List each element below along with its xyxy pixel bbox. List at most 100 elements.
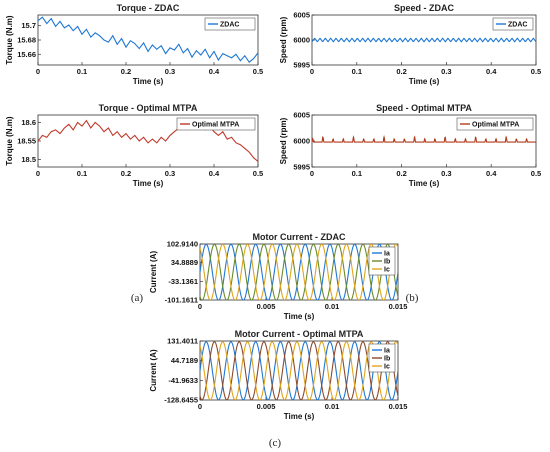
series-line-optimal-mtpa bbox=[312, 134, 536, 143]
legend-box bbox=[492, 17, 534, 31]
legend-label: ZDAC bbox=[220, 22, 239, 29]
x-tick-label: 0.5 bbox=[531, 67, 541, 76]
legend-label: Ic bbox=[384, 267, 390, 274]
y-tick-label: 44.7189 bbox=[171, 356, 198, 365]
legend-label: Optimal MTPA bbox=[192, 122, 239, 129]
x-tick-label: 0.3 bbox=[441, 67, 451, 76]
legend: ZDAC bbox=[204, 17, 256, 31]
y-tick-label: -41.9633 bbox=[168, 376, 198, 385]
x-axis-label: Time (s) bbox=[133, 179, 164, 188]
y-tick-label: 5995 bbox=[293, 163, 310, 172]
x-tick-label: 0.5 bbox=[253, 67, 263, 76]
chart-speed-zdac: Speed - ZDAC 0 0.1 0.2 0.3 0.4 0.5 Time (s) 5995… bbox=[279, 3, 541, 86]
x-tick-label: 0 bbox=[36, 67, 40, 76]
legend: Optimal MTPA bbox=[456, 117, 534, 131]
chart-title: Torque - Optimal MTPA bbox=[99, 103, 198, 113]
x-tick-label: 0.2 bbox=[121, 169, 131, 178]
y-axis-label: Speed (rpm) bbox=[279, 16, 288, 63]
chart-torque-mtpa: Torque - Optimal MTPA 0 0.1 0.2 0.3 0.4 0.5 Tim… bbox=[5, 103, 263, 188]
x-axis-label: Time (s) bbox=[409, 77, 440, 86]
y-axis-label: Speed (rpm) bbox=[279, 117, 288, 164]
x-tick-label: 0.2 bbox=[121, 67, 131, 76]
y-tick-label: 15.66 bbox=[17, 50, 36, 59]
x-tick-label: 0.4 bbox=[486, 67, 497, 76]
y-tick-label: 6000 bbox=[293, 137, 310, 146]
x-tick-label: 0.2 bbox=[396, 67, 406, 76]
x-tick-label: 0.01 bbox=[325, 402, 340, 411]
legend-label: Ia bbox=[384, 251, 390, 258]
legend-label: Ia bbox=[384, 348, 390, 355]
chart-title: Torque - ZDAC bbox=[117, 3, 180, 13]
legend-label: ZDAC bbox=[508, 22, 527, 29]
legend-label: Ib bbox=[384, 259, 390, 266]
panel-label-a: (a) bbox=[131, 292, 144, 304]
series-line-zdac bbox=[312, 37, 536, 43]
chart-current-zdac: Motor Current - ZDAC 0 0.005 0.01 0.015 Time … bbox=[149, 232, 407, 321]
x-axis-label: Time (s) bbox=[284, 312, 315, 321]
panel-label-c: (c) bbox=[269, 437, 282, 449]
y-tick-label: 18.6 bbox=[21, 118, 36, 127]
y-axis-label: Torque (N.m) bbox=[5, 15, 14, 65]
x-tick-label: 0.5 bbox=[253, 169, 263, 178]
x-tick-label: 0.1 bbox=[77, 169, 87, 178]
y-tick-label: 6005 bbox=[293, 111, 310, 120]
x-tick-label: 0.1 bbox=[352, 169, 362, 178]
x-tick-label: 0.3 bbox=[165, 67, 175, 76]
x-tick-label: 0.1 bbox=[352, 67, 362, 76]
x-axis-label: Time (s) bbox=[409, 179, 440, 188]
chart-title: Motor Current - Optimal MTPA bbox=[235, 329, 364, 339]
x-tick-label: 0.015 bbox=[389, 402, 408, 411]
y-tick-label: -33.1361 bbox=[168, 277, 198, 286]
panel-label-b: (b) bbox=[406, 292, 419, 304]
y-tick-label: 5995 bbox=[293, 61, 310, 70]
x-tick-label: 0.015 bbox=[389, 302, 408, 311]
x-tick-label: 0.005 bbox=[257, 302, 276, 311]
x-tick-label: 0.01 bbox=[325, 302, 340, 311]
series-line-ia bbox=[200, 341, 398, 400]
x-tick-label: 0.3 bbox=[441, 169, 451, 178]
x-tick-label: 0 bbox=[310, 169, 314, 178]
series-line-zdac bbox=[38, 16, 258, 63]
y-tick-label: 15.68 bbox=[17, 36, 36, 45]
x-tick-label: 0.4 bbox=[209, 67, 220, 76]
y-tick-label: 18.55 bbox=[17, 137, 36, 146]
x-tick-label: 0.2 bbox=[396, 169, 406, 178]
y-axis-label: Torque (N.m) bbox=[5, 116, 14, 166]
legend-box bbox=[176, 117, 256, 131]
legend: Optimal MTPA bbox=[176, 117, 256, 131]
series-line-optimal-mtpa bbox=[38, 119, 258, 162]
chart-speed-mtpa: Speed - Optimal MTPA 0 0.1 0.2 0.3 0.4 0.5 Time… bbox=[279, 103, 541, 188]
series-line-ic bbox=[200, 244, 398, 300]
y-tick-label: 6000 bbox=[293, 36, 310, 45]
series-line-ic bbox=[200, 341, 398, 400]
x-axis-label: Time (s) bbox=[284, 412, 315, 421]
y-tick-label: 15.7 bbox=[21, 21, 36, 30]
x-tick-label: 0.3 bbox=[165, 169, 175, 178]
y-tick-label: 34.8889 bbox=[171, 258, 198, 267]
y-tick-label: 102.9140 bbox=[167, 240, 198, 249]
x-tick-label: 0.5 bbox=[531, 169, 541, 178]
legend: ZDAC bbox=[492, 17, 534, 31]
x-tick-label: 0.4 bbox=[486, 169, 497, 178]
y-tick-label: 6005 bbox=[293, 11, 310, 20]
legend-box bbox=[456, 117, 534, 131]
chart-current-mtpa: Motor Current - Optimal MTPA 0 0.005 0.01 0.… bbox=[149, 329, 407, 421]
y-axis-label: Current (A) bbox=[149, 349, 158, 392]
y-axis-label: Current (A) bbox=[149, 251, 158, 294]
x-tick-label: 0.005 bbox=[257, 402, 276, 411]
y-tick-label: -128.6455 bbox=[164, 396, 198, 405]
legend-label: Optimal MTPA bbox=[472, 122, 519, 129]
y-tick-label: 131.4011 bbox=[167, 337, 198, 346]
chart-title: Speed - Optimal MTPA bbox=[376, 103, 472, 113]
series-line-ib bbox=[200, 244, 398, 300]
x-tick-label: 0 bbox=[198, 402, 202, 411]
chart-torque-zdac: Torque - ZDAC 0 0.1 0.2 0.3 0.4 0.5 Time (s) 15.… bbox=[5, 3, 263, 86]
series-line-ia bbox=[200, 244, 398, 300]
x-axis-label: Time (s) bbox=[133, 77, 164, 86]
x-tick-label: 0 bbox=[310, 67, 314, 76]
legend-label: Ic bbox=[384, 364, 390, 371]
x-tick-label: 0 bbox=[36, 169, 40, 178]
